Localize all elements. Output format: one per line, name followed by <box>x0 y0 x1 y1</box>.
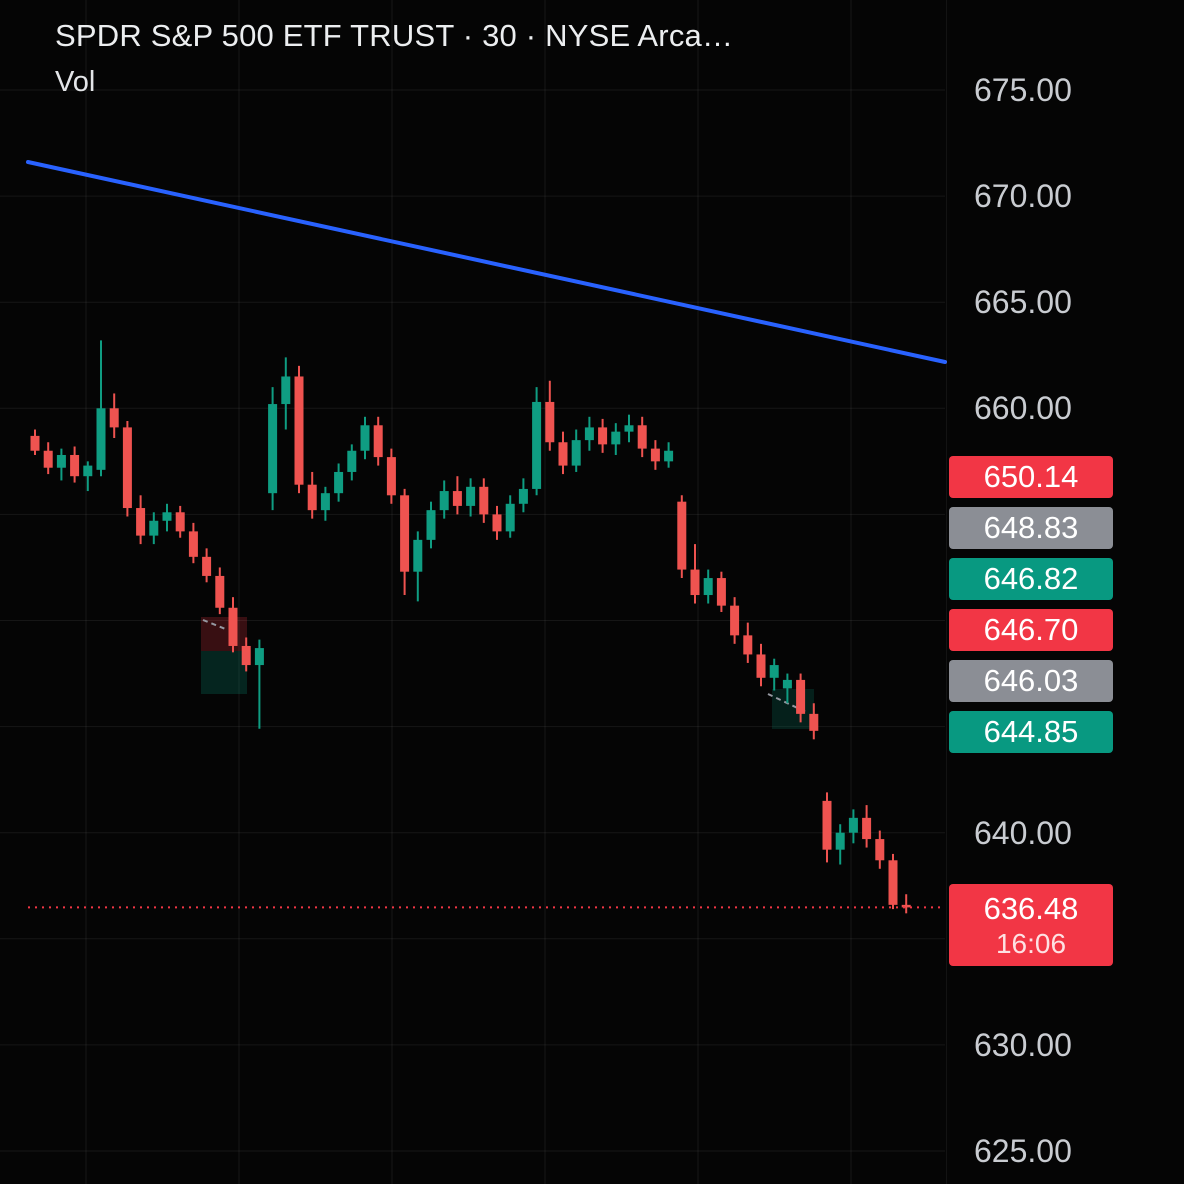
price-axis-label: 625.00 <box>974 1133 1072 1169</box>
candle-body <box>809 713 819 731</box>
candle-body <box>373 425 383 458</box>
candle-body <box>901 904 911 908</box>
candle-body <box>730 605 740 636</box>
candle-body <box>862 817 872 840</box>
candle-body <box>215 575 225 608</box>
candle-body <box>334 471 344 494</box>
price-axis-label: 640.00 <box>974 814 1072 851</box>
candle-body <box>360 425 370 451</box>
price-level-badge[interactable]: 650.14 <box>949 456 1113 498</box>
candle-body <box>782 679 792 689</box>
candle-body <box>149 520 159 536</box>
candle-body <box>294 376 304 485</box>
price-level-badge[interactable]: 646.03 <box>949 660 1113 702</box>
candle-body <box>532 401 542 489</box>
candle-body <box>505 503 515 532</box>
candle-body <box>545 401 555 443</box>
candle-body <box>466 486 476 506</box>
candle-body <box>202 556 212 576</box>
candle-body <box>492 514 502 532</box>
price-level-badge[interactable]: 644.85 <box>949 711 1113 753</box>
candle-body <box>347 450 357 472</box>
candle-body <box>848 817 858 833</box>
candle-body <box>188 531 198 557</box>
candle-body <box>756 654 766 678</box>
candle-body <box>598 427 608 445</box>
candle-body <box>228 607 238 646</box>
candle-body <box>677 501 687 570</box>
candle-body <box>56 454 66 468</box>
last-price-value: 636.48 <box>983 890 1079 926</box>
candle-body <box>386 457 396 496</box>
candle-body <box>479 486 489 515</box>
last-price-badge[interactable]: 636.48 16:06 <box>949 884 1113 966</box>
candle-body <box>518 488 528 504</box>
trendline-drawing[interactable] <box>26 160 947 364</box>
symbol-title[interactable]: SPDR S&P 500 ETF TRUST · 30 · NYSE Arca… <box>55 18 734 53</box>
candle-body <box>400 495 410 572</box>
candle-body <box>835 832 845 850</box>
candle-body <box>162 512 172 521</box>
candle-body <box>611 431 621 445</box>
candle-body <box>439 491 449 511</box>
candle-body <box>320 493 330 511</box>
candle-body <box>558 442 568 466</box>
price-axis-label: 670.00 <box>974 178 1072 215</box>
chart-header: SPDR S&P 500 ETF TRUST · 30 · NYSE Arca…… <box>55 18 733 99</box>
price-level-badge[interactable]: 646.70 <box>949 609 1113 651</box>
candle-body <box>43 450 53 468</box>
position-drawing-box[interactable] <box>201 651 247 694</box>
candle-body <box>703 578 713 596</box>
price-axis-label: 675.00 <box>974 72 1072 108</box>
candle-body <box>664 450 674 462</box>
drawing-dash[interactable] <box>202 619 229 631</box>
price-level-badge[interactable]: 648.83 <box>949 507 1113 549</box>
candle-body <box>122 427 132 509</box>
candle-body <box>796 679 806 714</box>
price-axis-label: 630.00 <box>974 1026 1072 1063</box>
candle-body <box>888 860 898 905</box>
candle-body <box>875 839 885 861</box>
candle-body <box>716 578 726 606</box>
position-drawing-box[interactable] <box>772 689 814 729</box>
candle-body <box>268 404 278 494</box>
candle-body <box>650 448 660 462</box>
price-axis-label: 660.00 <box>974 390 1072 427</box>
candle-body <box>584 427 594 441</box>
candle-body <box>307 484 317 511</box>
candle-body <box>571 440 581 466</box>
candle-body <box>822 800 832 850</box>
price-axis[interactable]: 675.00 670.00 665.00 660.00 640.00 630.00 625.… <box>946 0 1184 1184</box>
candle-body <box>96 408 106 470</box>
volume-indicator-legend[interactable]: Vol <box>55 66 96 98</box>
candle-body <box>175 512 185 532</box>
price-level-badge[interactable]: 646.82 <box>949 558 1113 600</box>
candle-body <box>769 665 779 678</box>
last-price-time: 16:06 <box>995 927 1067 959</box>
candle-body <box>743 635 753 655</box>
candle-body <box>30 435 40 451</box>
candle-body <box>690 569 700 596</box>
candle-body <box>254 648 264 666</box>
candle-body <box>413 539 423 572</box>
candle-body <box>136 508 146 536</box>
candle-body <box>109 408 119 428</box>
candle-body <box>83 465 93 477</box>
candle-body <box>241 645 251 666</box>
candle-body <box>624 425 634 432</box>
candle-body <box>281 376 291 405</box>
candle-body <box>637 425 647 449</box>
candle-body <box>70 454 80 477</box>
price-axis-label: 665.00 <box>974 284 1072 321</box>
candle-body <box>452 491 462 506</box>
candle-body <box>426 510 436 540</box>
position-drawing-box[interactable] <box>201 617 247 651</box>
